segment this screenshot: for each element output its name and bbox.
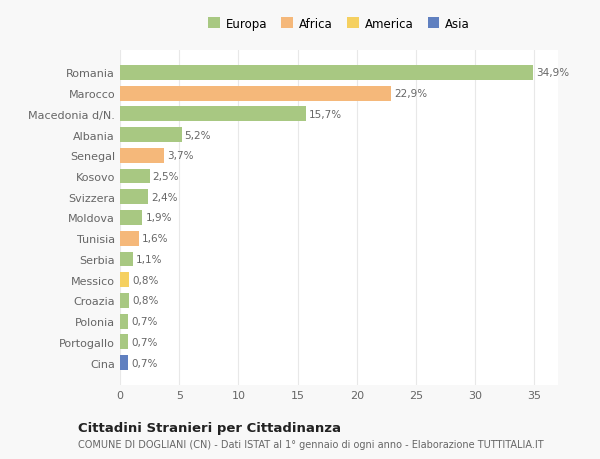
Text: 15,7%: 15,7% [309,110,342,119]
Text: 1,6%: 1,6% [142,234,169,244]
Legend: Europa, Africa, America, Asia: Europa, Africa, America, Asia [203,13,475,35]
Bar [120,314,128,329]
Bar [120,273,130,287]
Bar [120,293,130,308]
Bar [120,107,306,122]
Text: 0,7%: 0,7% [131,358,158,368]
Text: Cittadini Stranieri per Cittadinanza: Cittadini Stranieri per Cittadinanza [78,421,341,434]
Bar [120,355,128,370]
Text: 2,5%: 2,5% [152,172,179,182]
Text: 0,8%: 0,8% [133,296,159,306]
Bar [120,66,533,81]
Text: 0,8%: 0,8% [133,275,159,285]
Text: 3,7%: 3,7% [167,151,193,161]
Bar [120,86,391,101]
Bar [120,169,149,184]
Text: COMUNE DI DOGLIANI (CN) - Dati ISTAT al 1° gennaio di ogni anno - Elaborazione T: COMUNE DI DOGLIANI (CN) - Dati ISTAT al … [78,439,544,449]
Text: 34,9%: 34,9% [536,68,569,78]
Text: 0,7%: 0,7% [131,317,158,326]
Text: 1,9%: 1,9% [145,213,172,223]
Text: 2,4%: 2,4% [151,192,178,202]
Text: 1,1%: 1,1% [136,254,163,264]
Bar [120,231,139,246]
Text: 5,2%: 5,2% [185,130,211,140]
Bar [120,335,128,350]
Text: 22,9%: 22,9% [394,89,427,99]
Bar [120,190,148,205]
Bar [120,128,182,143]
Text: 0,7%: 0,7% [131,337,158,347]
Bar [120,252,133,267]
Bar [120,211,142,225]
Bar [120,149,164,163]
